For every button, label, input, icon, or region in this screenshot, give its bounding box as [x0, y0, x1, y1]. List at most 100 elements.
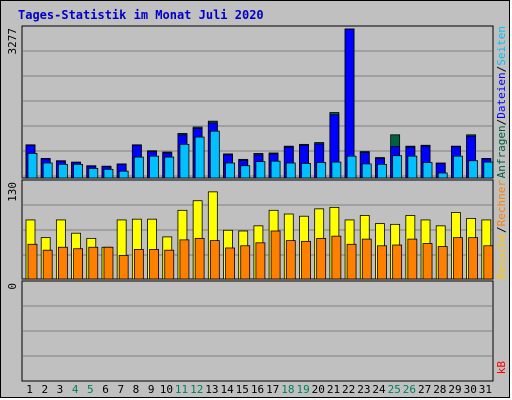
legend-anfragen: Anfragen — [495, 125, 508, 178]
bar-seiten-day-31 — [483, 161, 494, 179]
bar-seiten-day-22 — [346, 155, 357, 179]
legend-besuche: Besuche — [495, 233, 508, 279]
bar-seiten-day-29 — [453, 155, 463, 179]
bar-seiten-day-18 — [285, 162, 296, 179]
bar-seiten-day-12 — [194, 136, 205, 179]
bar-rechner-day-21 — [331, 235, 342, 280]
bar-rechner-day-31 — [483, 245, 494, 280]
bar-rechner-day-1 — [27, 243, 38, 280]
bar-rechner-day-10 — [164, 249, 175, 280]
bar-seiten-day-13 — [209, 130, 220, 179]
axis-max-label-panel-1: 3277 — [6, 28, 19, 55]
x-tick-label-day-5: 5 — [87, 383, 94, 396]
bar-rechner-day-20 — [316, 237, 327, 280]
bar-rechner-day-15 — [240, 245, 251, 280]
chart-title: Tages-Statistik im Monat Juli 2020 — [18, 8, 264, 22]
bar-seiten-day-11 — [179, 143, 190, 179]
bar-seiten-day-14 — [225, 162, 235, 179]
bar-seiten-day-28 — [437, 172, 448, 179]
bar-rechner-day-24 — [377, 245, 387, 280]
bar-rechner-day-26 — [407, 238, 418, 280]
bar-seiten-day-20 — [316, 162, 327, 179]
x-tick-label-day-29: 29 — [448, 383, 461, 396]
bar-seiten-day-30 — [468, 160, 479, 179]
legend-middle: Besuche/Rechner — [495, 180, 508, 280]
bar-rechner-day-6 — [103, 246, 114, 280]
bar-rechner-day-2 — [42, 249, 53, 280]
x-tick-label-day-23: 23 — [357, 383, 370, 396]
bar-seiten-day-23 — [361, 163, 372, 179]
bar-rechner-day-13 — [209, 240, 220, 280]
x-tick-label-day-17: 17 — [266, 383, 279, 396]
bar-rechner-day-17 — [270, 230, 281, 280]
x-tick-label-day-15: 15 — [236, 383, 249, 396]
x-tick-label-day-26: 26 — [403, 383, 416, 396]
bar-seiten-day-7 — [118, 170, 129, 179]
x-tick-label-day-28: 28 — [433, 383, 446, 396]
bar-rechner-day-18 — [285, 240, 296, 280]
legend-kb: kB — [495, 361, 508, 375]
bar-rechner-day-22 — [346, 243, 357, 280]
bar-dateien-day-22 — [344, 28, 355, 179]
bar-rechner-day-30 — [468, 237, 479, 280]
bar-seiten-day-8 — [133, 156, 144, 179]
legend-separator: / — [495, 226, 508, 233]
bar-seiten-day-21 — [331, 161, 342, 179]
bar-rechner-day-27 — [422, 243, 433, 280]
x-tick-label-day-27: 27 — [418, 383, 431, 396]
bar-rechner-day-19 — [301, 240, 311, 280]
bar-seiten-day-17 — [270, 160, 281, 179]
bar-rechner-day-9 — [149, 249, 159, 280]
x-tick-label-day-11: 11 — [175, 383, 188, 396]
x-tick-label-day-13: 13 — [205, 383, 218, 396]
x-tick-label-day-24: 24 — [372, 383, 386, 396]
bar-seiten-day-26 — [407, 155, 418, 179]
legend-top: Anfragen/Dateien/Seiten — [495, 26, 508, 178]
bar-rechner-day-16 — [255, 242, 266, 280]
bar-seiten-day-16 — [255, 161, 266, 179]
bar-seiten-day-4 — [73, 163, 83, 179]
bar-rechner-day-3 — [57, 246, 68, 280]
legend-separator: / — [495, 66, 508, 73]
x-tick-label-day-25: 25 — [388, 383, 401, 396]
bar-rechner-day-7 — [118, 254, 129, 280]
bar-seiten-day-9 — [149, 155, 159, 179]
axis-max-label-panel-2: 130 — [6, 182, 19, 202]
bar-seiten-day-3 — [57, 163, 68, 179]
bar-rechner-day-14 — [225, 247, 235, 280]
bar-rechner-day-4 — [73, 248, 83, 280]
x-tick-label-day-18: 18 — [281, 383, 294, 396]
bar-rechner-day-11 — [179, 239, 190, 280]
bar-seiten-day-1 — [27, 153, 38, 179]
x-tick-label-day-4: 4 — [72, 383, 79, 396]
bar-seiten-day-5 — [88, 168, 99, 179]
bar-seiten-day-24 — [377, 163, 387, 179]
legend-dateien: Dateien — [495, 72, 508, 118]
bar-rechner-day-25 — [392, 244, 403, 280]
x-tick-label-day-2: 2 — [41, 383, 48, 396]
bar-seiten-day-19 — [301, 163, 311, 179]
bar-rechner-day-5 — [88, 246, 99, 280]
x-tick-label-day-9: 9 — [148, 383, 155, 396]
x-tick-label-day-19: 19 — [296, 383, 309, 396]
legend-seiten: Seiten — [495, 26, 508, 66]
x-tick-label-day-20: 20 — [312, 383, 325, 396]
x-tick-label-day-1: 1 — [26, 383, 33, 396]
x-tick-label-day-22: 22 — [342, 383, 355, 396]
bar-rechner-day-8 — [133, 249, 144, 280]
x-tick-label-day-7: 7 — [117, 383, 124, 396]
bar-seiten-day-27 — [422, 162, 433, 179]
x-tick-label-day-8: 8 — [133, 383, 140, 396]
bar-seiten-day-25 — [392, 155, 403, 179]
x-tick-label-day-10: 10 — [160, 383, 173, 396]
x-tick-label-day-12: 12 — [190, 383, 203, 396]
x-tick-label-day-14: 14 — [220, 383, 234, 396]
bar-rechner-day-12 — [194, 237, 205, 280]
x-tick-label-day-31: 31 — [479, 383, 492, 396]
bar-seiten-day-10 — [164, 156, 175, 179]
bar-seiten-day-6 — [103, 168, 114, 179]
bar-seiten-day-2 — [42, 162, 53, 179]
x-tick-label-day-30: 30 — [464, 383, 477, 396]
